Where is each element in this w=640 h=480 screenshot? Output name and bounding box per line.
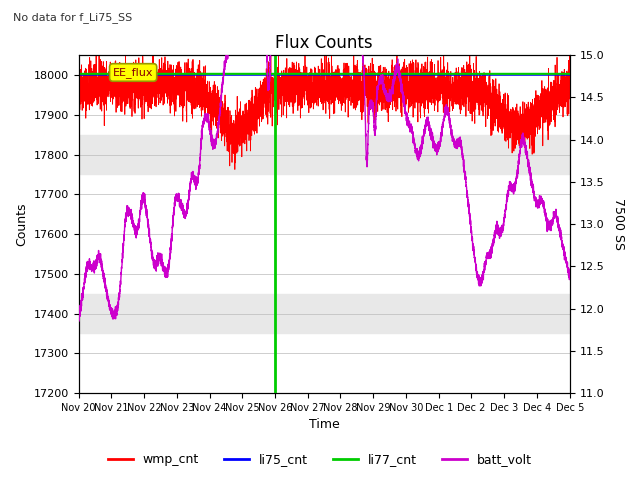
Text: No data for f_Li75_SS: No data for f_Li75_SS — [13, 12, 132, 23]
Bar — [79, 135, 570, 174]
Text: EE_flux: EE_flux — [113, 67, 154, 78]
Bar — [79, 294, 570, 334]
X-axis label: Time: Time — [308, 419, 339, 432]
Y-axis label: 7500 SS: 7500 SS — [612, 198, 625, 250]
Y-axis label: Counts: Counts — [15, 203, 28, 246]
Legend: wmp_cnt, li75_cnt, li77_cnt, batt_volt: wmp_cnt, li75_cnt, li77_cnt, batt_volt — [103, 448, 537, 471]
Title: Flux Counts: Flux Counts — [275, 34, 373, 52]
